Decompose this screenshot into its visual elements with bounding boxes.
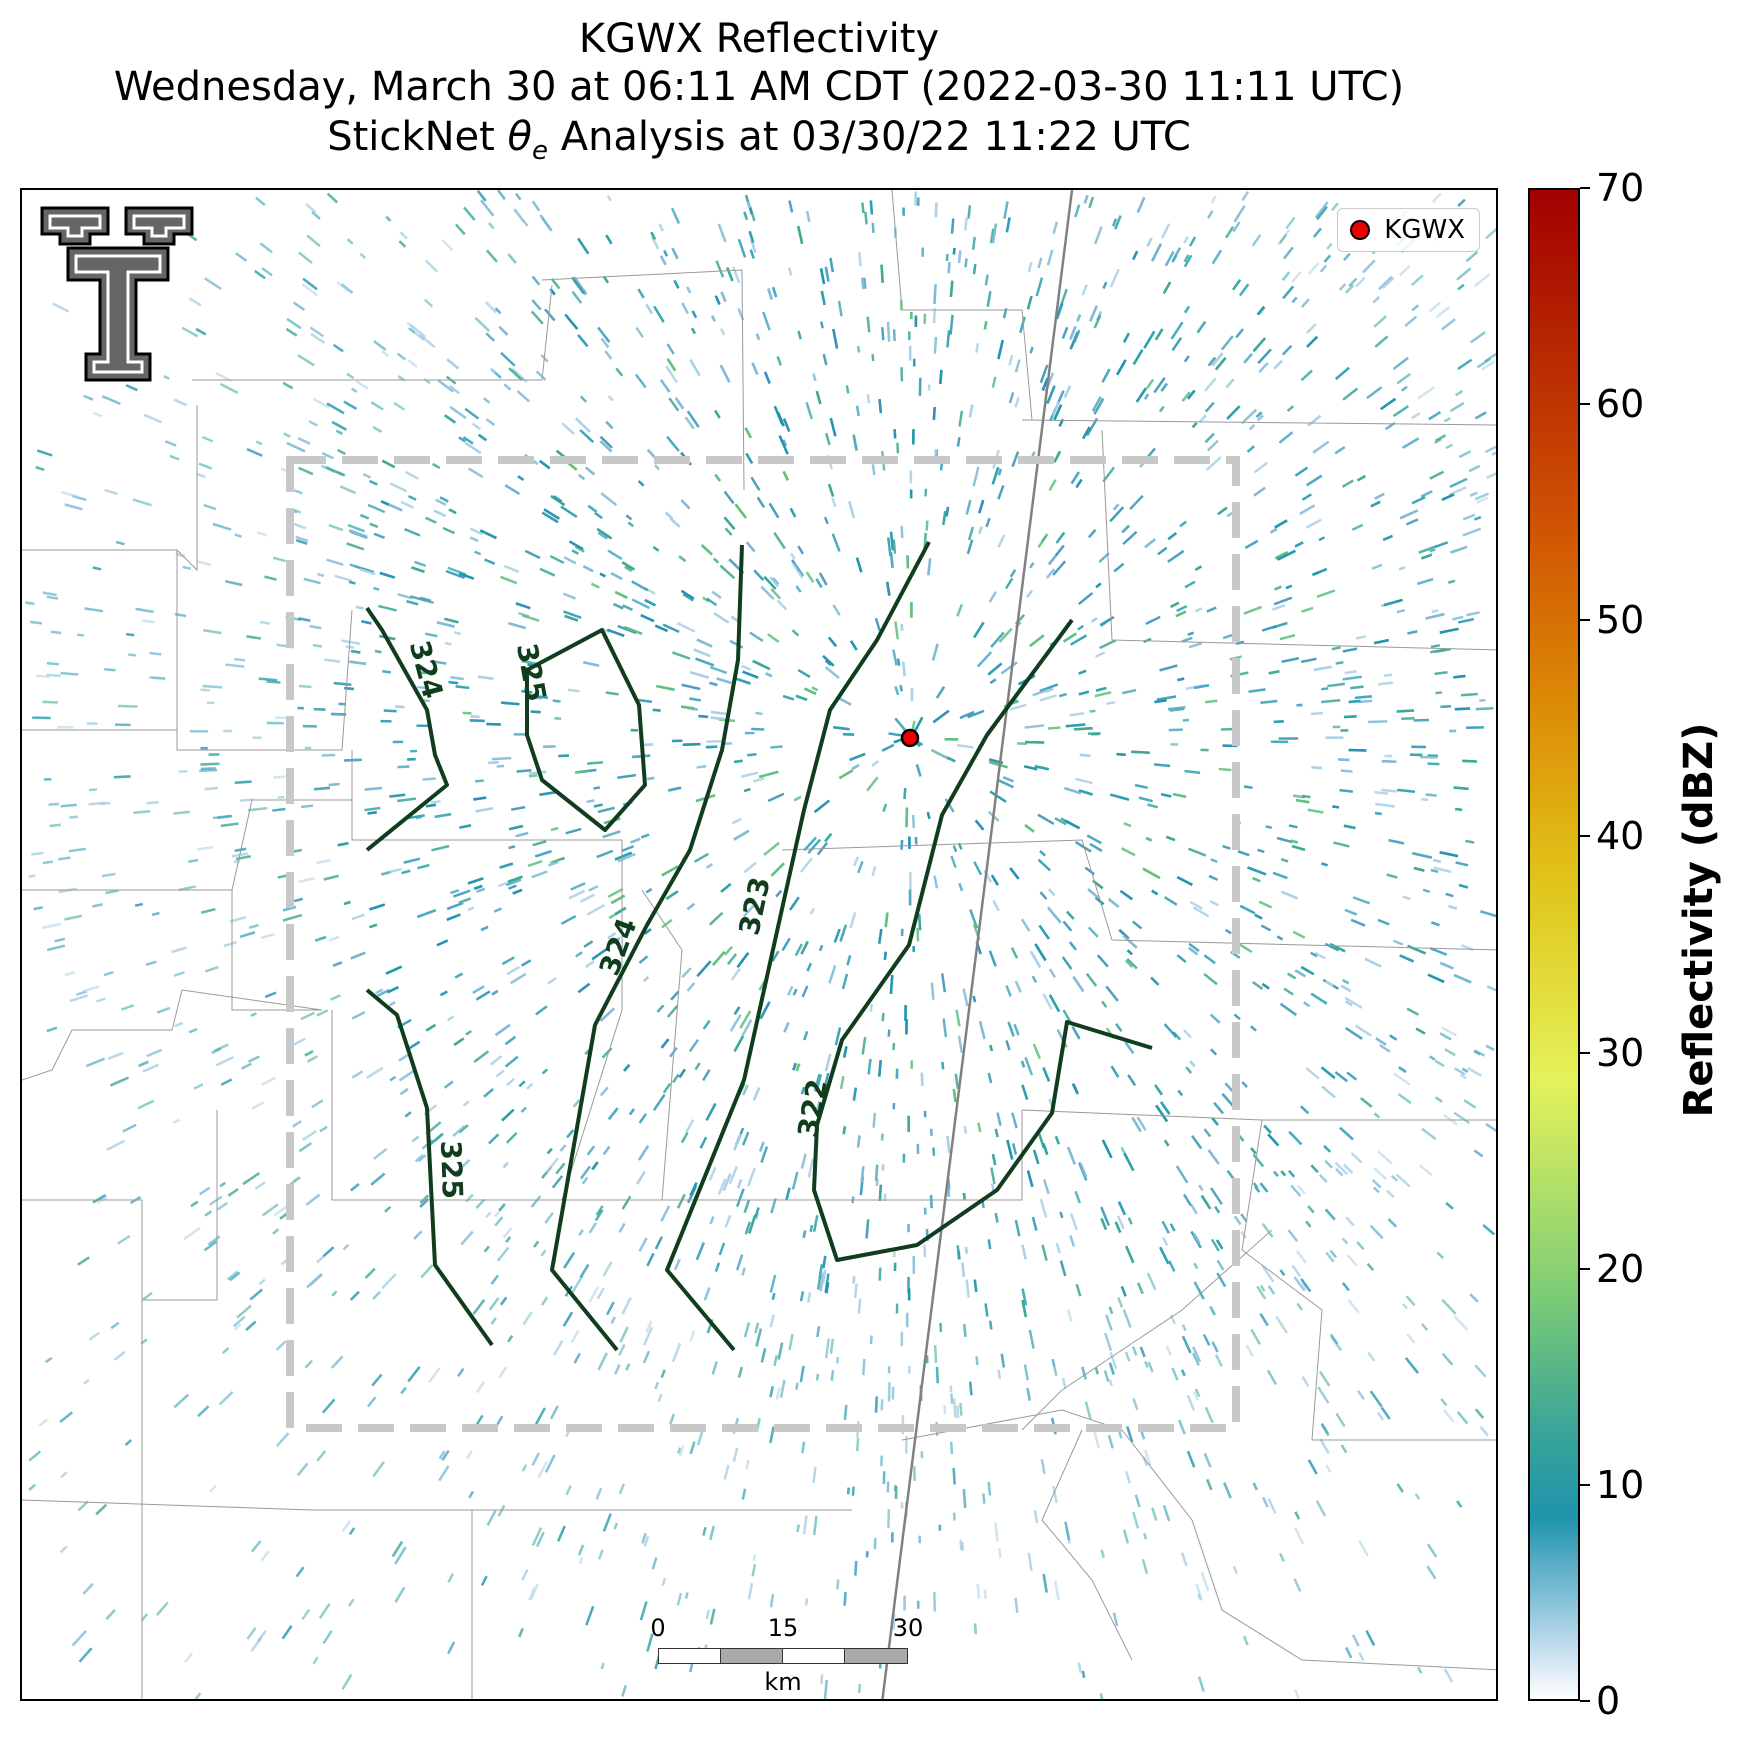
contour-label: 325 [434, 1140, 469, 1200]
colorbar-tick-label: 60 [1596, 382, 1645, 427]
contour-label: 323 [732, 874, 776, 938]
colorbar-tick-label: 30 [1596, 1030, 1645, 1075]
scale-tick-label: 0 [650, 1614, 666, 1642]
reflectivity-echoes [25, 190, 1496, 1699]
colorbar-tick [1580, 1483, 1590, 1486]
colorbar-title: Reflectivity (dBZ) [1676, 722, 1722, 1118]
colorbar [1528, 188, 1580, 1701]
contour-325-loop [525, 628, 647, 832]
colorbar-tick-label: 10 [1596, 1462, 1645, 1507]
colorbar-tick [1580, 619, 1590, 622]
colorbar-tick-label: 50 [1596, 598, 1645, 643]
contour-label: 322 [791, 1077, 834, 1140]
map-subtitle-analysis: StickNet θe Analysis at 03/30/22 11:22 U… [327, 114, 1191, 166]
colorbar-tick [1580, 187, 1590, 189]
colorbar-tick-label: 70 [1596, 166, 1645, 210]
map-canvas: 324 325 324 323 322 325 [22, 190, 1496, 1699]
colorbar-tick [1580, 1051, 1590, 1054]
colorbar-tick [1580, 1267, 1590, 1270]
map-legend: KGWX [1337, 208, 1480, 252]
analysis-domain-box [286, 456, 1240, 1432]
contour-label: 324 [403, 637, 450, 702]
colorbar-tick [1580, 1700, 1590, 1702]
scale-segment [844, 1648, 908, 1664]
scale-unit: km [764, 1668, 802, 1696]
colorbar-tick [1580, 403, 1590, 406]
contour-label: 325 [510, 641, 553, 704]
scale-segment [720, 1648, 783, 1664]
contour-322 [812, 618, 1153, 1262]
kgwx-radar-marker [900, 728, 920, 748]
contour-323 [665, 541, 931, 1352]
colorbar-tick [1580, 835, 1590, 838]
colorbar-tick-label: 40 [1596, 814, 1645, 859]
legend-label: KGWX [1384, 215, 1465, 245]
map-subtitle-time: Wednesday, March 30 at 06:11 AM CDT (202… [113, 64, 1405, 110]
scale-segment [782, 1648, 845, 1664]
scale-segment [658, 1648, 721, 1664]
map-title: KGWX Reflectivity [578, 16, 940, 62]
scale-tick-label: 30 [892, 1614, 924, 1642]
highway [881, 190, 1074, 1699]
scale-bar: 0 15 30 km [632, 1614, 952, 1696]
texas-tech-logo [38, 204, 198, 394]
contour-325-south [365, 988, 494, 1347]
scale-tick-label: 15 [767, 1614, 799, 1642]
radar-map[interactable]: 324 325 324 323 322 325 KGWX 0 [20, 188, 1498, 1701]
colorbar-tick-label: 20 [1596, 1246, 1645, 1291]
colorbar-tick-label: 0 [1596, 1679, 1621, 1723]
county-boundaries [22, 190, 1496, 1699]
contour-labels: 324 325 324 323 322 325 [403, 637, 834, 1199]
contour-324-center [550, 544, 744, 1352]
contour-324-west [365, 606, 449, 852]
theta-e-contours [365, 541, 1153, 1352]
radar-marker-icon [1350, 220, 1371, 240]
